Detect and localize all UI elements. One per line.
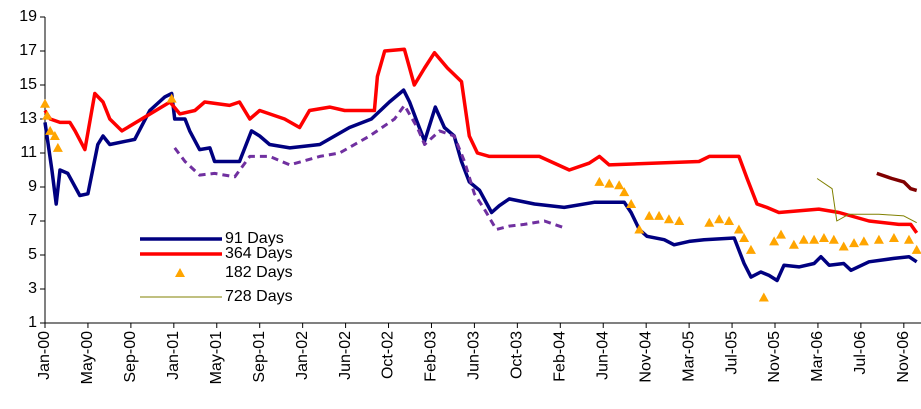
data-point [634,224,645,234]
y-tick-label: 5 [28,246,37,263]
x-tick-label: Mar-06 [809,331,826,382]
data-point [809,234,820,244]
x-tick-label: Jun-02 [337,331,354,380]
data-point [776,229,787,239]
data-point [619,187,630,197]
y-tick-label: 1 [28,314,37,331]
data-point [714,214,725,224]
data-point [828,234,839,244]
x-tick-label: May-01 [208,331,225,384]
x-tick-label: Nov-06 [895,331,912,383]
y-tick-label: 15 [19,76,37,93]
data-point [745,244,756,254]
x-tick-label: May-00 [79,331,96,384]
y-tick-label: 3 [28,280,37,297]
y-tick-label: 11 [20,144,37,161]
x-tick-label: Sep-01 [251,331,268,383]
series-line [816,178,917,224]
x-tick-label: Jul-06 [852,331,869,375]
data-point [888,233,899,242]
data-point [42,110,53,120]
data-point [674,216,685,225]
data-point [739,233,750,242]
data-point [604,178,615,188]
data-point [903,234,914,244]
data-point [52,142,63,152]
data-point [49,131,60,140]
x-tick-label: Feb-04 [552,331,569,382]
x-tick-label: Jul-05 [723,331,740,375]
x-tick-label: Oct-03 [509,331,526,379]
legend-label: 728 Days [225,288,293,305]
legend-marker [175,268,185,277]
data-point [40,98,50,108]
y-tick-label: 13 [19,110,37,127]
x-tick-label: Nov-05 [766,331,783,383]
data-point [911,244,921,254]
data-point [663,214,674,224]
data-point [594,176,605,186]
legend-label: 364 Days [225,245,293,262]
legend-label: 91 Days [225,230,284,247]
x-tick-label: Jun-03 [466,331,483,380]
x-tick-label: Mar-05 [680,331,697,382]
data-point [733,224,744,234]
data-point [798,234,809,244]
y-tick-label: 19 [19,8,37,25]
x-tick-label: Oct-02 [380,331,397,379]
x-tick-label: Nov-04 [637,331,654,383]
data-point [818,233,829,242]
data-point [838,241,849,251]
y-tick-label: 9 [28,178,37,195]
series-line [173,103,565,231]
data-point [654,210,665,220]
data-point [858,236,869,246]
data-point [704,217,715,227]
data-point [788,239,799,249]
data-point [614,180,625,190]
data-point [849,238,860,248]
legend-label: 182 Days [225,264,293,281]
x-tick-label: Jun-04 [594,331,611,380]
x-tick-label: Feb-03 [423,331,440,382]
y-tick-label: 17 [19,42,37,59]
series-line [43,47,919,234]
y-tick-label: 7 [28,212,37,229]
data-point [644,210,655,220]
data-point [45,125,56,135]
x-tick-label: Sep-00 [122,331,139,383]
data-point [873,234,884,244]
data-point [724,216,735,225]
data-point [626,199,637,208]
x-tick-label: Jan-00 [36,331,53,380]
data-point [769,236,780,246]
series-line [876,171,918,193]
data-point [166,93,177,103]
x-tick-label: Jan-02 [294,331,311,380]
data-point [758,292,769,302]
series-line [43,88,918,283]
x-tick-label: Jan-01 [165,331,182,380]
